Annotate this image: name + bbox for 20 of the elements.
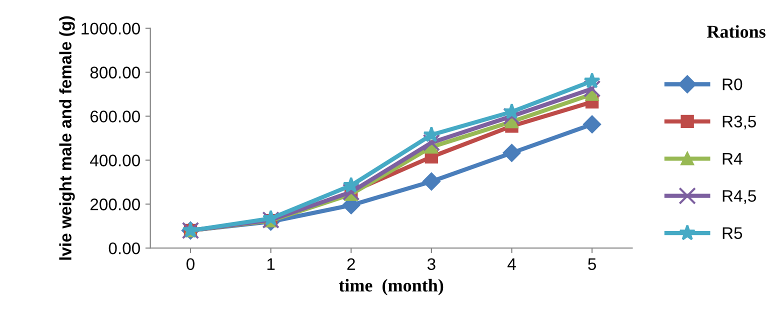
x-tick-label: 3 bbox=[427, 258, 436, 270]
y-tick-label: 400.00 bbox=[90, 154, 140, 166]
y-tick-label: 0.00 bbox=[108, 242, 140, 254]
x-tick-label: 0 bbox=[186, 258, 194, 270]
x-tick-label: 5 bbox=[588, 258, 596, 270]
x-tick-label: 1 bbox=[267, 258, 275, 270]
legend-label: R3,5 bbox=[722, 116, 756, 130]
legend-label: R5 bbox=[722, 227, 742, 240]
y-axis-title: lvie weight male and female (g) bbox=[59, 16, 75, 260]
y-tick-label: 200.00 bbox=[90, 198, 140, 210]
legend-label: R0 bbox=[722, 78, 742, 90]
legend-title: Rations bbox=[707, 25, 766, 38]
legend-label: R4,5 bbox=[722, 190, 756, 204]
x-tick-label: 4 bbox=[508, 258, 516, 270]
x-axis-title: time (month) bbox=[338, 278, 444, 296]
legend-label: R4 bbox=[722, 153, 742, 164]
y-tick-label: 600.00 bbox=[90, 110, 140, 122]
y-tick-label: 1000.00 bbox=[82, 22, 140, 35]
x-tick-label: 2 bbox=[347, 258, 355, 270]
y-tick-label: 800.00 bbox=[90, 66, 140, 78]
